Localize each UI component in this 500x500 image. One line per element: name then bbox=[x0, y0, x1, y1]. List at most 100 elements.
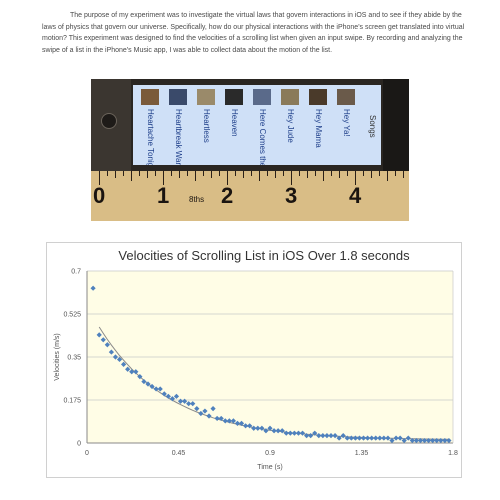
data-point bbox=[251, 425, 257, 431]
velocity-chart: Velocities of Scrolling List in iOS Over… bbox=[46, 242, 462, 478]
ruler-tick bbox=[259, 171, 260, 181]
ruler-tick bbox=[275, 171, 276, 178]
y-tick-label: 0 bbox=[77, 441, 81, 448]
y-tick-label: 0.35 bbox=[67, 355, 81, 362]
ruler-tick bbox=[355, 171, 356, 185]
ruler-tick bbox=[155, 171, 156, 176]
ruler-tick bbox=[379, 171, 380, 176]
ruler-tick bbox=[187, 171, 188, 176]
home-button-icon bbox=[101, 113, 117, 129]
x-axis-label: Time (s) bbox=[257, 464, 282, 471]
album-art-icon bbox=[253, 89, 271, 105]
x-tick-label: 1.35 bbox=[355, 450, 369, 457]
song-title: Heaven bbox=[230, 109, 239, 137]
ruler-unit-label: 8ths bbox=[189, 195, 205, 204]
phone-screen: Heartache Tonight Heartbreak Warfare Heart… bbox=[133, 85, 381, 165]
intro-text: The purpose of my experiment was to inve… bbox=[42, 12, 465, 54]
ruler-number: 4 bbox=[349, 183, 362, 208]
ruler-tick bbox=[267, 171, 268, 176]
album-art-icon bbox=[309, 89, 327, 105]
data-point bbox=[173, 393, 180, 399]
ruler: 8ths 0 1 2 3 4 bbox=[91, 171, 409, 221]
ruler-tick bbox=[315, 171, 316, 176]
song-title: Hey Jude bbox=[286, 109, 295, 143]
data-point bbox=[145, 381, 151, 387]
data-point bbox=[426, 437, 432, 444]
data-point bbox=[247, 423, 253, 429]
data-point bbox=[421, 437, 428, 444]
data-point bbox=[434, 437, 440, 444]
ruler-tick bbox=[131, 171, 132, 181]
ruler-number: 2 bbox=[221, 183, 234, 208]
song-title: Here Comes the Sun bbox=[258, 109, 267, 165]
data-point bbox=[182, 398, 188, 404]
y-tick-label: 0.7 bbox=[71, 269, 81, 276]
data-point bbox=[352, 435, 358, 441]
ruler-tick bbox=[251, 171, 252, 176]
data-point bbox=[442, 437, 448, 444]
y-tick-label: 0.175 bbox=[63, 398, 81, 405]
y-axis-label: Velocities (m/s) bbox=[54, 333, 61, 380]
ruler-tick bbox=[115, 171, 116, 178]
phone-top-side bbox=[383, 79, 409, 171]
ruler-tick bbox=[307, 171, 308, 178]
data-point bbox=[328, 433, 334, 439]
ruler-tick bbox=[403, 171, 404, 178]
data-point bbox=[190, 401, 196, 407]
data-point bbox=[279, 428, 285, 434]
ruler-tick bbox=[147, 171, 148, 178]
ruler-tick bbox=[363, 171, 364, 176]
data-point bbox=[381, 435, 387, 441]
ruler-tick bbox=[347, 171, 348, 176]
data-point bbox=[430, 437, 436, 444]
ruler-tick bbox=[163, 171, 164, 185]
ruler-tick bbox=[139, 171, 140, 176]
data-point bbox=[283, 430, 289, 436]
data-point bbox=[243, 423, 249, 429]
chart-svg: Velocities of Scrolling List in iOS Over… bbox=[54, 248, 458, 471]
data-point bbox=[177, 398, 184, 404]
phone-ruler-photo: Heartache Tonight Heartbreak Warfare Heart… bbox=[91, 79, 409, 221]
ruler-tick bbox=[171, 171, 172, 176]
data-point bbox=[397, 435, 403, 441]
data-point bbox=[202, 408, 208, 414]
x-tick-label: 0.45 bbox=[172, 450, 186, 457]
ruler-tick bbox=[371, 171, 372, 178]
album-art-icon bbox=[169, 89, 187, 105]
ruler-tick bbox=[339, 171, 340, 178]
ruler-tick bbox=[291, 171, 292, 185]
data-point bbox=[438, 437, 444, 444]
x-tick-label: 0 bbox=[85, 450, 89, 457]
ruler-tick bbox=[123, 171, 124, 176]
song-title: Heartbreak Warfare bbox=[174, 109, 183, 165]
data-point bbox=[304, 433, 310, 439]
data-point bbox=[165, 393, 171, 399]
data-point bbox=[336, 435, 342, 441]
data-point bbox=[389, 437, 395, 444]
album-art-icon bbox=[225, 89, 243, 105]
y-tick-label: 0.525 bbox=[63, 312, 81, 319]
intro-paragraph: The purpose of my experiment was to inve… bbox=[42, 10, 470, 56]
ruler-tick bbox=[203, 171, 204, 176]
ruler-tick bbox=[211, 171, 212, 178]
data-point bbox=[320, 433, 326, 439]
ruler-number: 1 bbox=[157, 183, 170, 208]
data-point bbox=[365, 435, 371, 441]
song-title: Hey Ya! bbox=[342, 109, 351, 137]
data-point bbox=[112, 354, 119, 360]
data-point bbox=[206, 413, 212, 419]
x-tick-label: 0.9 bbox=[265, 450, 275, 457]
data-point bbox=[446, 437, 452, 444]
ruler-tick bbox=[387, 171, 388, 181]
x-tick-label: 1.8 bbox=[448, 450, 458, 457]
data-point bbox=[417, 437, 424, 444]
song-title: Heartache Tonight bbox=[146, 109, 155, 165]
song-title: Hey Mama bbox=[314, 109, 323, 148]
ruler-tick bbox=[283, 171, 284, 176]
ruler-tick bbox=[243, 171, 244, 178]
data-point bbox=[129, 369, 135, 375]
data-point bbox=[186, 401, 192, 407]
ruler-number: 3 bbox=[285, 183, 298, 208]
ruler-tick bbox=[99, 171, 100, 185]
data-point bbox=[198, 410, 204, 417]
